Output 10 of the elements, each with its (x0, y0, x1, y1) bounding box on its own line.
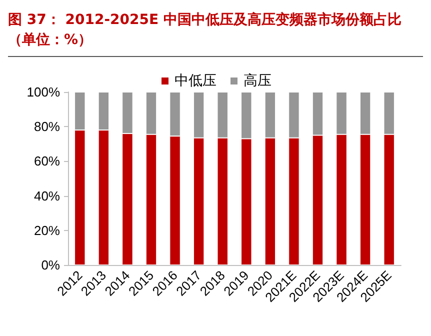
legend-label: 中低压 (174, 73, 216, 89)
y-tick-label: 40% (34, 188, 60, 204)
y-tick-label: 60% (34, 154, 60, 169)
chart-subtitle: （单位：%） (8, 30, 423, 57)
y-tick-label: 0% (41, 258, 60, 272)
legend-label: 高压 (244, 73, 272, 89)
y-tick-label: 100% (26, 84, 60, 100)
chart-title: 图 37： 2012-2025E 中国中低压及高压变频器市场份额占比 (8, 10, 402, 30)
y-tick-label: 20% (34, 222, 60, 238)
y-tick-label: 80% (34, 119, 60, 134)
